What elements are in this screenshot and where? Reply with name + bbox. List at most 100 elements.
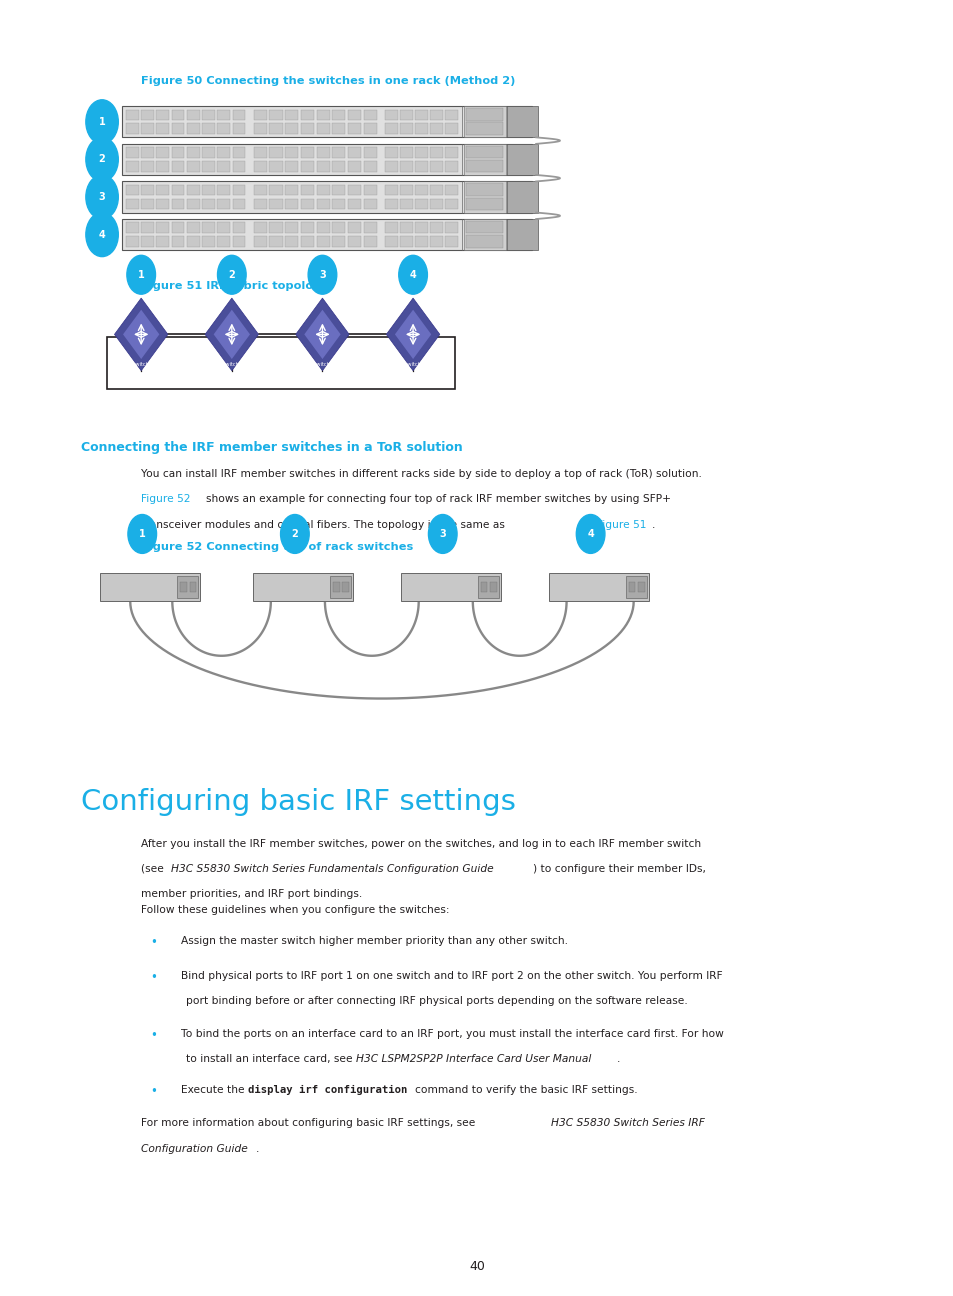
Bar <box>269 110 282 121</box>
Bar <box>348 123 361 133</box>
Text: Configuration Guide: Configuration Guide <box>141 1144 248 1153</box>
Text: 2: 2 <box>228 270 235 280</box>
Bar <box>465 220 502 233</box>
Bar <box>187 123 199 133</box>
Bar <box>463 219 505 250</box>
Bar <box>172 161 184 171</box>
Bar <box>316 198 330 209</box>
Bar <box>187 198 199 209</box>
Bar <box>316 148 330 158</box>
Bar <box>122 144 532 175</box>
Bar <box>430 123 442 133</box>
Bar <box>187 223 199 233</box>
Text: Figure 51: Figure 51 <box>597 520 646 530</box>
Text: H3C S5830 Switch Series Fundamentals Configuration Guide: H3C S5830 Switch Series Fundamentals Con… <box>171 864 493 874</box>
Bar <box>233 161 245 171</box>
Bar <box>172 123 184 133</box>
Bar <box>156 110 169 121</box>
Bar <box>285 110 298 121</box>
Bar <box>126 161 138 171</box>
Bar <box>465 197 502 210</box>
Text: switch: switch <box>314 362 330 367</box>
Bar <box>156 148 169 158</box>
Bar <box>217 223 230 233</box>
Bar <box>445 236 457 246</box>
Bar <box>156 185 169 196</box>
Bar <box>316 223 330 233</box>
Bar <box>285 223 298 233</box>
Polygon shape <box>386 298 439 371</box>
Text: 4: 4 <box>587 529 594 539</box>
Bar <box>269 236 282 246</box>
Circle shape <box>428 515 456 553</box>
Text: transceiver modules and optical fibers. The topology is the same as: transceiver modules and optical fibers. … <box>141 520 504 530</box>
Bar <box>316 123 330 133</box>
Bar <box>400 573 500 601</box>
Bar <box>107 337 455 389</box>
Bar <box>363 236 376 246</box>
Bar <box>445 185 457 196</box>
Text: 4: 4 <box>409 270 416 280</box>
Text: Figure 52 Connecting top of rack switches: Figure 52 Connecting top of rack switche… <box>141 542 413 552</box>
Text: Bind physical ports to IRF port 1 on one switch and to IRF port 2 on the other s: Bind physical ports to IRF port 1 on one… <box>181 971 722 981</box>
Bar <box>385 236 397 246</box>
Bar <box>385 223 397 233</box>
Bar <box>316 110 330 121</box>
Text: •: • <box>151 936 157 949</box>
Bar <box>233 185 245 196</box>
Text: .: . <box>651 520 655 530</box>
Bar <box>332 123 345 133</box>
Bar <box>190 582 196 592</box>
Bar <box>187 148 199 158</box>
Bar <box>141 161 153 171</box>
Bar <box>233 110 245 121</box>
Bar <box>285 236 298 246</box>
Bar <box>202 185 214 196</box>
Text: Figure 52: Figure 52 <box>141 495 191 504</box>
Bar <box>430 110 442 121</box>
Bar <box>269 123 282 133</box>
Bar <box>285 148 298 158</box>
Bar <box>253 198 267 209</box>
Bar <box>202 198 214 209</box>
Bar <box>477 577 498 597</box>
Bar <box>463 181 505 213</box>
Circle shape <box>576 515 604 553</box>
Text: port binding before or after connecting IRF physical ports depending on the soft: port binding before or after connecting … <box>186 995 687 1006</box>
Bar <box>348 223 361 233</box>
Bar <box>300 198 314 209</box>
Text: Connecting the IRF member switches in a ToR solution: Connecting the IRF member switches in a … <box>81 441 462 454</box>
Bar <box>253 161 267 171</box>
Bar <box>506 181 537 213</box>
Bar <box>300 223 314 233</box>
Bar <box>233 223 245 233</box>
Bar <box>415 185 428 196</box>
Bar <box>430 148 442 158</box>
Bar <box>126 148 138 158</box>
Bar <box>385 198 397 209</box>
Bar <box>217 236 230 246</box>
Text: Assign the master switch higher member priority than any other switch.: Assign the master switch higher member p… <box>181 936 568 946</box>
Bar <box>363 198 376 209</box>
Bar <box>177 577 198 597</box>
Bar <box>332 185 345 196</box>
Bar <box>156 161 169 171</box>
Bar <box>202 223 214 233</box>
Text: 1: 1 <box>98 117 106 127</box>
Bar <box>465 145 502 158</box>
Text: 3: 3 <box>318 270 326 280</box>
Bar <box>187 236 199 246</box>
Circle shape <box>86 100 118 144</box>
Bar <box>628 582 635 592</box>
Circle shape <box>398 255 427 294</box>
Bar <box>363 148 376 158</box>
Text: command to verify the basic IRF settings.: command to verify the basic IRF settings… <box>415 1085 637 1095</box>
Bar <box>348 198 361 209</box>
Text: To bind the ports on an interface card to an IRF port, you must install the inte: To bind the ports on an interface card t… <box>181 1029 723 1039</box>
Text: .: . <box>255 1144 259 1153</box>
Bar <box>445 148 457 158</box>
Bar <box>430 223 442 233</box>
Bar <box>385 161 397 171</box>
Bar <box>415 123 428 133</box>
Bar <box>269 185 282 196</box>
